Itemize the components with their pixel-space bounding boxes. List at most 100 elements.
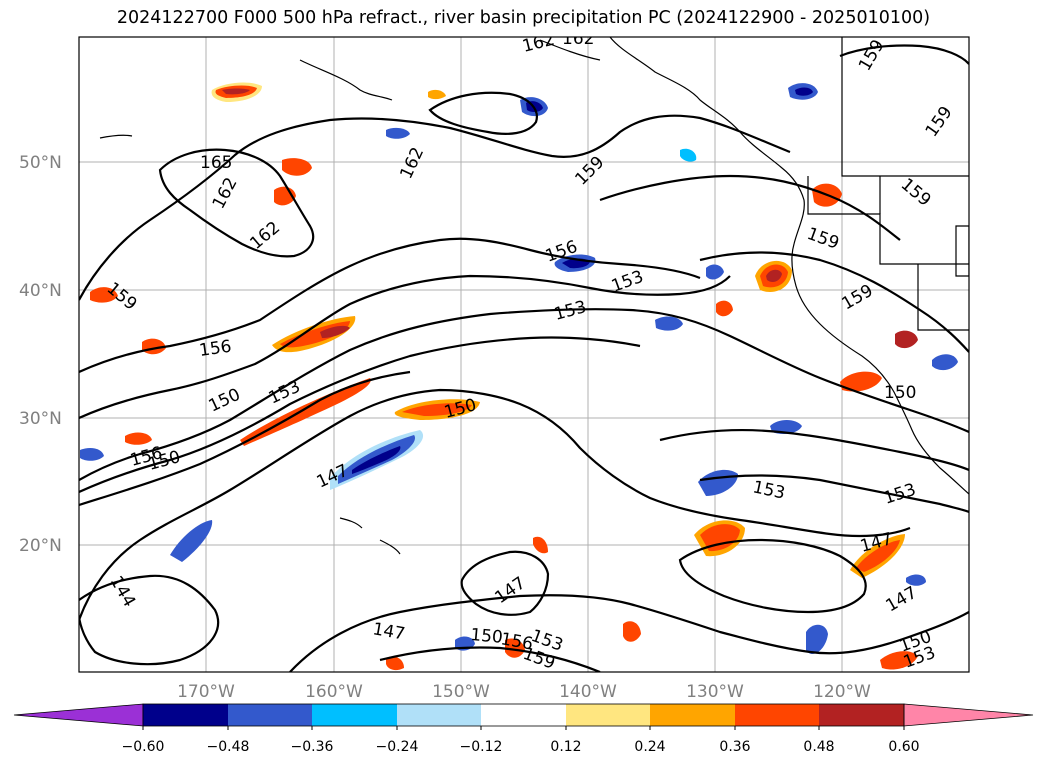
contour-label: 165 xyxy=(200,153,232,173)
map-title: 2024122700 F000 500 hPa refract., river … xyxy=(116,8,931,28)
coastline xyxy=(379,539,401,555)
positive-anomaly-patch xyxy=(222,88,250,95)
positive-anomaly-patch xyxy=(282,158,312,176)
colorbar-tick-label: −0.60 xyxy=(122,739,165,755)
colorbar-tick-label: 0.48 xyxy=(803,739,834,755)
contour-line xyxy=(839,44,969,65)
positive-anomaly-patch xyxy=(700,524,740,552)
colorbar-ticks xyxy=(142,726,905,730)
contour-line xyxy=(599,174,901,241)
contour-line xyxy=(428,91,538,135)
latitude-labels: 50°N 40°N 30°N 20°N xyxy=(19,153,62,556)
negative-anomaly-patch xyxy=(706,264,724,280)
colorbar-frame xyxy=(142,703,905,727)
coastline xyxy=(339,517,363,529)
colorbar-segment xyxy=(312,704,397,726)
positive-anomaly-patch xyxy=(90,287,118,303)
lat-label-50n: 50°N xyxy=(19,153,62,173)
negative-anomaly-patch xyxy=(806,624,828,655)
contour-line xyxy=(79,308,969,481)
contour-line xyxy=(289,594,969,672)
negative-anomaly-patch xyxy=(795,87,813,96)
negative-anomaly-patch xyxy=(386,127,410,139)
border xyxy=(955,225,969,277)
colorbar-tick-label: −0.24 xyxy=(376,739,419,755)
contour-label: 150 xyxy=(470,625,504,648)
lon-label-120w: 120°W xyxy=(813,682,871,702)
positive-anomaly-patch xyxy=(386,656,404,671)
negative-anomaly-patch xyxy=(655,316,683,331)
positive-anomaly-patch xyxy=(880,651,918,670)
contour-line xyxy=(678,538,867,614)
colorbar-tick-label: 0.24 xyxy=(634,739,665,755)
contour-label: 156 xyxy=(198,337,233,361)
contour-line xyxy=(460,550,550,616)
colorbar-tick-label: 0.60 xyxy=(888,739,919,755)
contour-label: 162 xyxy=(562,29,594,49)
coastlines xyxy=(99,37,969,555)
positive-anomaly-patch xyxy=(895,330,918,349)
lon-label-140w: 140°W xyxy=(559,682,617,702)
coastline xyxy=(99,134,133,139)
colorbar-segment xyxy=(650,704,735,726)
positive-anomaly-patch xyxy=(240,378,371,446)
lon-label-170w: 170°W xyxy=(177,682,235,702)
contour-line xyxy=(158,148,315,258)
contour-line xyxy=(79,388,911,621)
positive-anomaly-patch xyxy=(623,621,641,642)
colorbar-segment xyxy=(735,704,819,726)
colorbar-tick-label: −0.12 xyxy=(460,739,503,755)
colorbar-segment xyxy=(481,704,566,726)
negative-anomaly-patch xyxy=(770,420,802,434)
negative-anomaly-patch xyxy=(932,354,958,371)
colorbar-tick-label: 0.36 xyxy=(719,739,750,755)
colorbar-segment xyxy=(819,704,904,726)
map-panel xyxy=(79,37,969,672)
coastline xyxy=(609,37,969,495)
colorbar-segment xyxy=(566,704,650,726)
contour-label: 150 xyxy=(884,383,916,403)
positive-anomaly-patch xyxy=(402,403,472,416)
colorbar-extend-left xyxy=(13,703,144,727)
contour-line xyxy=(79,114,791,301)
positive-anomaly-patch xyxy=(125,432,152,445)
colorbar-tick-label: 0.12 xyxy=(550,739,581,755)
map-border xyxy=(78,36,970,673)
lon-label-160w: 160°W xyxy=(305,682,363,702)
lon-label-150w: 150°W xyxy=(432,682,490,702)
positive-anomaly-patch xyxy=(716,300,733,317)
refractivity-contours xyxy=(79,44,969,672)
positive-anomaly-patch xyxy=(505,638,525,658)
border xyxy=(917,264,969,331)
contour-line xyxy=(699,474,969,514)
border xyxy=(841,37,969,177)
positive-anomaly-patch xyxy=(533,536,548,554)
contour-line xyxy=(79,237,701,374)
colorbar-segment xyxy=(397,704,481,726)
coastline xyxy=(299,59,393,101)
contour-line xyxy=(379,646,601,672)
contour-line xyxy=(79,336,641,494)
negative-anomaly-patch xyxy=(906,574,926,586)
contour-line xyxy=(659,428,969,472)
colorbar-tick-label: −0.48 xyxy=(207,739,250,755)
colorbar-extend-right xyxy=(903,703,1034,727)
lat-label-30n: 30°N xyxy=(19,409,62,429)
contour-line xyxy=(699,251,969,353)
contour-line xyxy=(79,370,411,507)
colorbar-tick-label: −0.36 xyxy=(291,739,334,755)
negative-anomaly-patch xyxy=(680,148,697,162)
positive-anomaly-patch xyxy=(766,269,782,282)
negative-anomaly-patch xyxy=(80,448,104,461)
colorbar-segment xyxy=(228,704,312,726)
lon-label-130w: 130°W xyxy=(686,682,744,702)
positive-anomaly-patch xyxy=(320,325,350,338)
colorbar: −0.60 −0.48 −0.36 −0.24 −0.12 0.12 0.24 … xyxy=(13,703,1034,755)
contour-line xyxy=(79,574,220,666)
positive-anomaly-patch xyxy=(840,371,882,392)
lat-label-20n: 20°N xyxy=(19,536,62,556)
longitude-labels: 170°W 160°W 150°W 140°W 130°W 120°W xyxy=(177,682,871,702)
positive-anomaly-patch xyxy=(428,89,446,100)
colorbar-segment xyxy=(143,704,228,726)
